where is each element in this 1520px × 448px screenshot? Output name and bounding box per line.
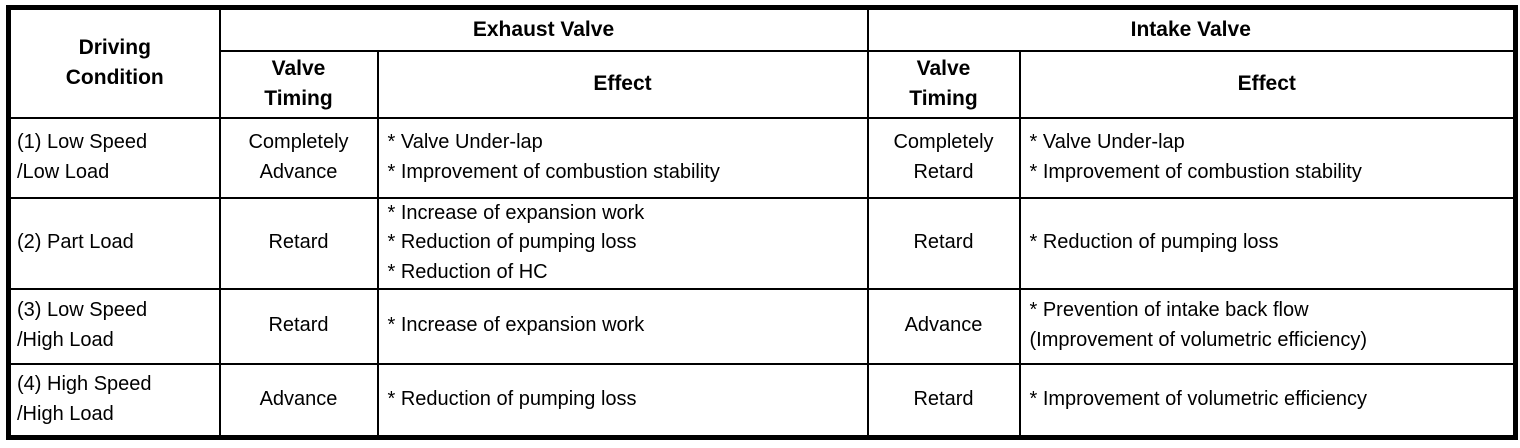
exhaust-effect-cell: * Reduction of pumping loss — [376, 362, 869, 439]
intake-effect-cell: * Reduction of pumping loss — [1018, 196, 1517, 290]
header-intake-valve: Intake Valve — [866, 6, 1517, 52]
header-intake-effect: Effect — [1018, 49, 1517, 119]
table-row: (2) Part Load Retard * Increase of expan… — [7, 196, 1517, 290]
condition-cell: (4) High Speed /High Load — [7, 362, 221, 439]
intake-timing-cell: Completely Retard — [866, 116, 1021, 199]
table-row: (1) Low Speed /Low Load Completely Advan… — [7, 116, 1517, 199]
sub-header-row: Valve Timing Effect Valve Timing Effect — [9, 49, 1517, 119]
group-header-row: Driving Condition Exhaust Valve Intake V… — [7, 6, 1517, 119]
exhaust-timing-cell: Completely Advance — [218, 116, 379, 199]
intake-timing-cell: Advance — [866, 287, 1021, 365]
condition-cell: (3) Low Speed /High Load — [7, 287, 221, 365]
table-row: (4) High Speed /High Load Advance * Redu… — [7, 362, 1517, 439]
intake-effect-cell: * Valve Under-lap * Improvement of combu… — [1018, 116, 1517, 199]
exhaust-effect-cell: * Increase of expansion work — [376, 287, 869, 365]
exhaust-timing-cell: Retard — [218, 287, 379, 365]
intake-timing-cell: Retard — [866, 362, 1021, 439]
exhaust-timing-cell: Retard — [218, 196, 379, 290]
condition-cell: (2) Part Load — [7, 196, 221, 290]
intake-timing-cell: Retard — [866, 196, 1021, 290]
exhaust-timing-cell: Advance — [218, 362, 379, 439]
exhaust-effect-cell: * Valve Under-lap * Improvement of combu… — [376, 116, 869, 199]
exhaust-effect-cell: * Increase of expansion work * Reduction… — [376, 196, 869, 290]
header-exhaust-valve-timing: Valve Timing — [218, 49, 379, 119]
header-exhaust-effect: Effect — [376, 49, 869, 119]
table-row: (3) Low Speed /High Load Retard * Increa… — [7, 287, 1517, 365]
intake-effect-cell: * Improvement of volumetric efficiency — [1018, 362, 1517, 439]
header-exhaust-valve: Exhaust Valve — [218, 6, 869, 52]
header-driving-condition: Driving Condition — [7, 6, 221, 119]
condition-cell: (1) Low Speed /Low Load — [7, 116, 221, 199]
header-intake-valve-timing: Valve Timing — [866, 49, 1021, 119]
intake-effect-cell: * Prevention of intake back flow (Improv… — [1018, 287, 1517, 365]
valve-timing-table: Driving Condition Exhaust Valve Intake V… — [6, 5, 1518, 440]
